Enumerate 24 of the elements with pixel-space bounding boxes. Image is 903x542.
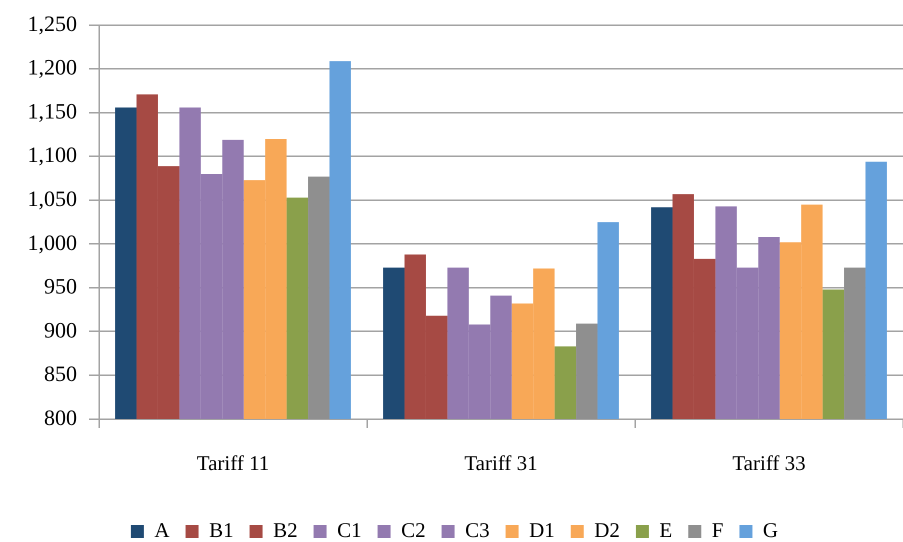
legend-label: E [659, 518, 672, 542]
legend-label: F [712, 518, 724, 542]
x-tick-label: Tariff 31 [464, 451, 538, 476]
legend-label: C1 [337, 518, 362, 542]
legend-label: C2 [401, 518, 426, 542]
y-tick-label: 1,250 [28, 10, 77, 36]
y-tick-label: 850 [44, 361, 77, 386]
y-tick-label: 1,100 [28, 142, 77, 168]
legend-label: G [762, 518, 778, 542]
legend-label: B1 [209, 518, 234, 542]
legend-label: A [154, 518, 170, 542]
legend-label: D1 [529, 518, 555, 542]
y-tick-label: 900 [44, 317, 77, 342]
legend-label: C3 [465, 518, 490, 542]
legend-label: B2 [273, 518, 298, 542]
y-tick-label: 1,000 [28, 230, 77, 255]
y-tick-label: 1,200 [28, 54, 77, 80]
y-tick-label: 800 [44, 404, 77, 430]
y-tick-label: 950 [44, 274, 77, 299]
x-tick-label: Tariff 11 [196, 451, 270, 476]
x-tick-label: Tariff 33 [732, 451, 806, 476]
y-tick-label: 1,150 [28, 98, 77, 124]
y-tick-label: 1,050 [28, 186, 77, 212]
legend-label: D2 [594, 518, 620, 542]
